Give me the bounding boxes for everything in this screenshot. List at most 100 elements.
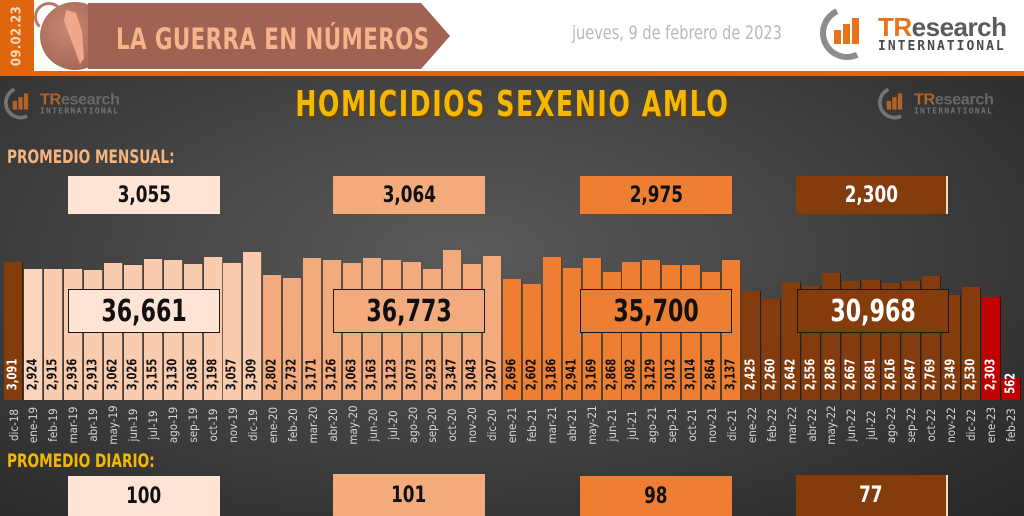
bar-value-label: 2,802 xyxy=(264,358,280,391)
monthly-average-2022: 2,300 xyxy=(796,176,948,214)
x-axis-label: mar-20 xyxy=(305,406,320,444)
x-axis-label: sep-20 xyxy=(425,407,440,443)
x-axis-label: jul-22 xyxy=(864,410,879,440)
x-axis-label: nov-21 xyxy=(704,407,719,443)
bar-value-label: 3,207 xyxy=(484,358,500,391)
bar-value-label: 3,063 xyxy=(344,358,360,391)
logo-bars-icon xyxy=(12,93,29,110)
bar-value-label: 2,667 xyxy=(843,358,859,391)
bar-value-label: 3,163 xyxy=(364,358,380,391)
bar-feb-21: 2,602 xyxy=(522,283,542,400)
orange-divider xyxy=(0,71,1024,76)
daily-average-2020: 101 xyxy=(333,474,485,516)
bar-value-label: 2,769 xyxy=(923,358,939,391)
bar-value-label: 2,915 xyxy=(45,358,61,391)
bar-value-label: 2,647 xyxy=(903,358,919,391)
year-total-2021: 35,700 xyxy=(580,289,732,333)
x-axis-label: jun-20 xyxy=(365,408,380,442)
x-axis-label: oct-22 xyxy=(924,408,939,442)
x-axis-label: oct-20 xyxy=(445,408,460,442)
x-axis-label: ene-19 xyxy=(26,406,41,444)
x-axis-label: oct-19 xyxy=(206,408,220,442)
bar-value-label: 3,130 xyxy=(165,358,181,391)
x-axis-label: ene-22 xyxy=(744,406,759,444)
bar-value-label: 3,347 xyxy=(444,358,460,391)
bar-feb-22: 2,260 xyxy=(762,298,782,400)
tresearch-logo: TResearch INTERNATIONAL xyxy=(812,0,1007,68)
bar-value-label: 3,026 xyxy=(125,358,141,391)
x-axis-label: feb-19 xyxy=(46,408,61,442)
bar-value-label: 2,602 xyxy=(524,358,540,391)
bar-value-label: 3,123 xyxy=(384,358,400,391)
bar-feb-19: 2,915 xyxy=(43,269,63,400)
x-axis-label: may-22 xyxy=(824,405,839,445)
x-axis-label: ago-20 xyxy=(405,406,420,444)
bar-ene-22: 2,425 xyxy=(742,291,762,400)
daily-average-label: PROMEDIO DIARIO: xyxy=(7,450,155,472)
bar-value-label: 3,057 xyxy=(224,358,240,391)
main-panel: TResearch INTERNATIONAL TResearch INTERN… xyxy=(0,76,1024,516)
x-axis-label: mar-21 xyxy=(545,406,560,444)
bar-value-label: 3,309 xyxy=(244,358,260,391)
bar-value-label: 3,036 xyxy=(185,358,201,391)
x-axis-label: mar-22 xyxy=(784,406,799,444)
bar-value-label: 3,169 xyxy=(584,358,600,391)
bar-feb-23: 562 xyxy=(1001,373,1021,400)
bar-ene-23: 2,303 xyxy=(981,296,1001,400)
bar-value-label: 2,923 xyxy=(424,358,440,391)
x-axis-label: dic-19 xyxy=(245,408,260,442)
x-axis-label: abr-20 xyxy=(325,408,340,442)
monthly-homicides-bar-chart: 3,091 dic-18 2,924 ene-19 2,915 feb-19 2,936 ma… xyxy=(4,236,1024,448)
bar-value-label: 2,616 xyxy=(883,358,899,391)
bar-value-label: 3,014 xyxy=(683,358,699,391)
bar-value-label: 2,530 xyxy=(963,358,979,391)
bar-dic-22: 2,530 xyxy=(961,286,981,400)
x-axis-label: nov-19 xyxy=(225,407,240,443)
year-total-2020: 36,773 xyxy=(333,289,485,333)
x-axis-label: sep-21 xyxy=(664,407,679,443)
bar-value-label: 2,349 xyxy=(943,358,959,391)
bar-value-label: 3,126 xyxy=(324,358,340,391)
bar-value-label: 3,155 xyxy=(145,358,161,391)
x-axis-label: ene-23 xyxy=(984,406,999,444)
bar-value-label: 2,941 xyxy=(564,358,580,391)
x-axis-label: feb-22 xyxy=(764,408,779,442)
x-axis-label: nov-22 xyxy=(944,407,959,443)
x-axis-label: abr-22 xyxy=(804,408,819,442)
daily-average-2021: 98 xyxy=(580,476,732,516)
bar-value-label: 2,826 xyxy=(823,358,839,391)
daily-average-2022: 77 xyxy=(796,475,948,516)
bar-abr-21: 2,941 xyxy=(562,268,582,400)
x-axis-label: may-20 xyxy=(345,405,360,445)
x-axis-label: jun-22 xyxy=(844,408,859,442)
bar-value-label: 3,171 xyxy=(304,358,320,391)
bar-feb-20: 2,732 xyxy=(283,277,303,400)
bar-value-label: 3,198 xyxy=(205,358,220,391)
bar-value-label: 2,864 xyxy=(703,358,719,391)
bar-value-label: 3,082 xyxy=(623,358,639,391)
x-axis-label: dic-18 xyxy=(6,408,21,442)
title-banner: LA GUERRA EN NÚMEROS xyxy=(88,3,450,69)
x-axis-label: may-19 xyxy=(106,405,121,445)
bar-value-label: 3,012 xyxy=(663,358,679,391)
x-axis-label: nov-20 xyxy=(465,407,480,443)
bar-value-label: 2,696 xyxy=(504,358,520,391)
bar-value-label: 562 xyxy=(1003,372,1018,394)
bar-value-label: 2,924 xyxy=(25,358,41,391)
monthly-average-label: PROMEDIO MENSUAL: xyxy=(7,146,175,168)
x-axis-label: ago-22 xyxy=(884,406,899,444)
x-axis-label: feb-21 xyxy=(525,408,540,442)
bar-value-label: 3,062 xyxy=(105,358,121,391)
banner-title: LA GUERRA EN NÚMEROS xyxy=(116,22,430,56)
short-date: 09.02.23 xyxy=(9,5,25,67)
bar-ene-21: 2,696 xyxy=(502,279,522,400)
bar-mar-20: 3,171 xyxy=(303,258,323,400)
bar-dic-19: 3,309 xyxy=(243,251,263,400)
x-axis-label: dic-21 xyxy=(724,408,739,442)
bar-ene-20: 2,802 xyxy=(263,274,283,400)
bar-value-label: 2,425 xyxy=(743,358,759,391)
header: 09.02.23 LA GUERRA EN NÚMEROS jueves, 9 … xyxy=(0,0,1024,72)
x-axis-label: ago-19 xyxy=(166,406,181,444)
year-total-2022: 30,968 xyxy=(797,289,949,333)
bar-value-label: 2,936 xyxy=(65,358,81,391)
